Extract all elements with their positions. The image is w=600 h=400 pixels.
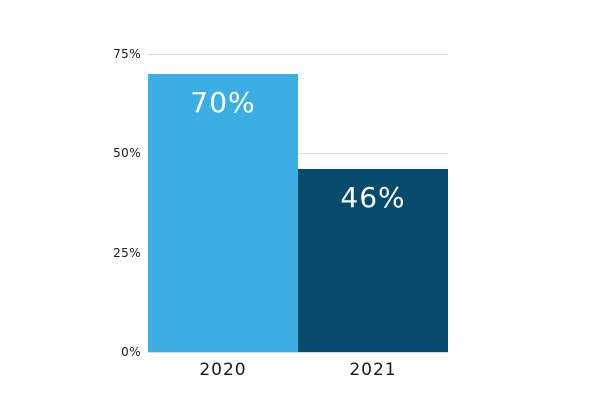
bar-2021: 46% [298, 169, 448, 352]
y-tick-label-0: 0% [121, 345, 141, 359]
bar-2020-value-label: 70% [190, 85, 256, 119]
bar-2020: 70% [148, 73, 298, 352]
plot-area: 70% 46% [148, 54, 448, 353]
bar-2021-value-label: 46% [340, 181, 406, 215]
x-axis-label-2020: 2020 [199, 360, 247, 380]
x-axis-label-2021: 2021 [349, 360, 397, 380]
gridline-75 [148, 54, 448, 55]
bars-group: 70% 46% [148, 54, 448, 352]
y-tick-label-25: 25% [113, 245, 141, 260]
y-tick-label-75: 75% [113, 47, 141, 61]
gridline-0 [148, 352, 448, 353]
gridline-50 [148, 153, 448, 155]
y-tick-label-50: 50% [113, 146, 141, 161]
